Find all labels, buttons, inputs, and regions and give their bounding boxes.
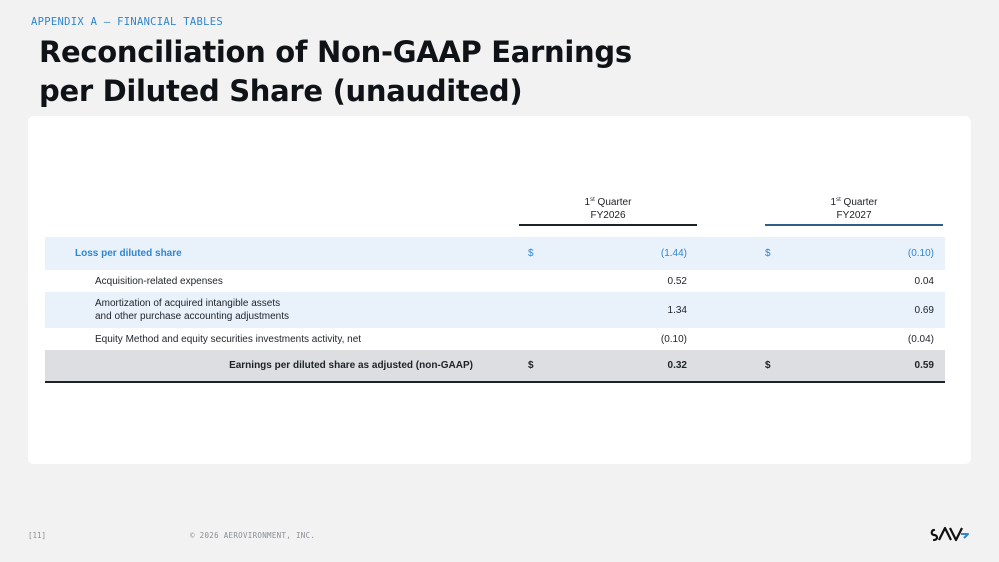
table-row-loss-per-share: Loss per diluted share $ (1.44) $ (0.10): [45, 237, 945, 270]
period: Quarter: [597, 197, 632, 208]
page-title: Reconciliation of Non-GAAP Earnings per …: [39, 33, 632, 111]
value-fy2027: 0.04: [914, 275, 934, 287]
column-underline: [519, 224, 697, 226]
fiscal-year: FY2027: [836, 210, 872, 221]
row-label: Earnings per diluted share as adjusted (…: [229, 360, 473, 371]
value-fy2026: (0.10): [660, 333, 687, 345]
title-line-2: per Diluted Share (unaudited): [39, 74, 523, 108]
ordinal-suffix: st: [836, 197, 841, 203]
value-fy2026: 1.34: [667, 304, 687, 316]
value-fy2026: 0.32: [667, 360, 687, 371]
title-line-1: Reconciliation of Non-GAAP Earnings: [39, 35, 632, 69]
page-number: [11]: [28, 531, 47, 540]
value-fy2026: (1.44): [660, 248, 687, 259]
table-row-amortization: Amortization of acquired intangible asse…: [45, 292, 945, 328]
column-header-q1-fy2027: 1st Quarter FY2027: [765, 194, 943, 226]
value-fy2027: 0.69: [914, 304, 934, 316]
currency-symbol: $: [765, 248, 771, 259]
row-label-line-1: Amortization of acquired intangible asse…: [95, 298, 281, 309]
table-row-adjusted-eps: Earnings per diluted share as adjusted (…: [45, 350, 945, 383]
table-row-acquisition: Acquisition-related expenses 0.52 0.04: [45, 270, 945, 292]
table-card: 1st Quarter FY2026 1st Quarter FY2027 Lo…: [28, 116, 971, 464]
row-label: Amortization of acquired intangible asse…: [95, 292, 289, 328]
row-label: Loss per diluted share: [75, 248, 182, 259]
currency-symbol: $: [765, 360, 771, 371]
company-logo: [930, 524, 970, 551]
row-label-line-2: and other purchase accounting adjustment…: [95, 311, 290, 322]
table-row-equity-method: Equity Method and equity securities inve…: [45, 328, 945, 350]
value-fy2027: (0.04): [907, 333, 934, 345]
value-fy2026: 0.52: [667, 275, 687, 287]
period: Quarter: [843, 197, 878, 208]
currency-symbol: $: [528, 360, 534, 371]
column-underline: [765, 224, 943, 226]
column-header-q1-fy2026: 1st Quarter FY2026: [519, 194, 697, 226]
ordinal: 1: [584, 197, 591, 208]
row-label: Equity Method and equity securities inve…: [95, 333, 362, 345]
copyright-text: © 2026 AEROVIRONMENT, INC.: [190, 531, 316, 540]
eyebrow-label: APPENDIX A – FINANCIAL TABLES: [31, 16, 224, 28]
ordinal-suffix: st: [590, 197, 595, 203]
row-label: Acquisition-related expenses: [95, 275, 223, 287]
ordinal: 1: [830, 197, 837, 208]
currency-symbol: $: [528, 248, 534, 259]
value-fy2027: (0.10): [907, 248, 934, 259]
value-fy2027: 0.59: [914, 360, 934, 371]
fiscal-year: FY2026: [590, 210, 626, 221]
